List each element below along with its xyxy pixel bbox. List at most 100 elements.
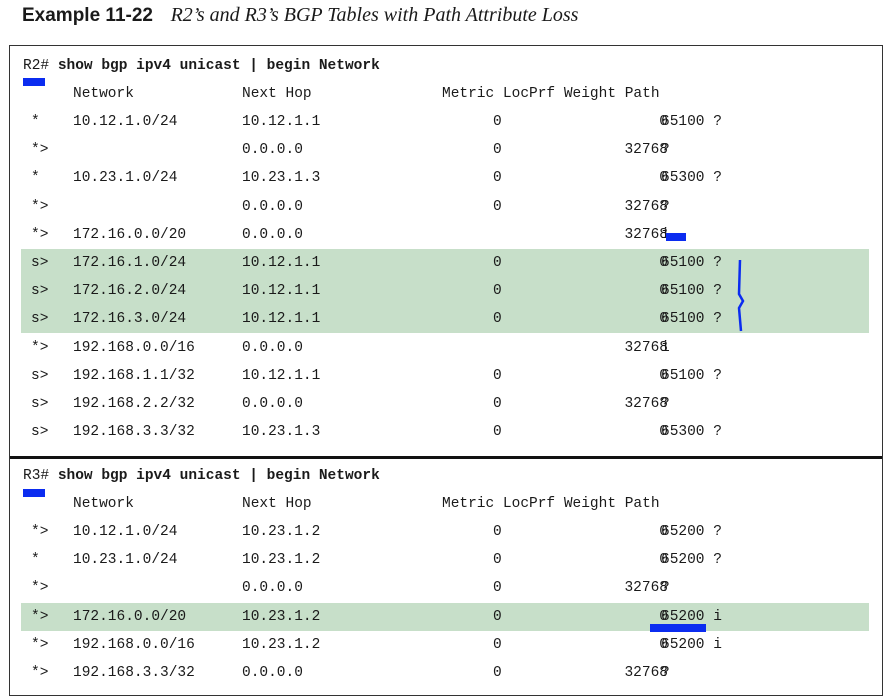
- network-prefix: 192.168.3.3/32: [73, 424, 195, 441]
- next-hop: 10.23.1.2: [242, 608, 321, 625]
- next-hop: 0.0.0.0: [242, 396, 303, 412]
- next-hop: 0.0.0.0: [242, 226, 303, 243]
- metric-value: 0: [493, 524, 502, 540]
- header-metric-cols: Metric LocPrf Weight Path: [442, 496, 660, 512]
- route-status: *: [31, 114, 40, 130]
- weight-value: 0: [659, 255, 668, 271]
- as-path: i: [661, 339, 670, 356]
- r3-prompt-ink-mark: [23, 489, 45, 497]
- weight-value: 0: [659, 114, 668, 130]
- network-prefix: 172.16.0.0/20: [73, 226, 187, 243]
- network-prefix: 192.168.3.3/32: [73, 665, 195, 681]
- as-path: 65100 ?: [661, 283, 722, 300]
- network-prefix: 172.16.0.0/20: [73, 608, 187, 625]
- as-path: 65100 ?: [661, 114, 722, 130]
- r2-command-line: R2# show bgp ipv4 unicast | begin Networ…: [23, 58, 380, 74]
- header-metric-cols: Metric LocPrf Weight Path: [442, 86, 660, 102]
- r3-prompt: R3#: [23, 468, 50, 484]
- table-row: *> 192.168.3.3/32 0.0.0.0 0 32768?: [21, 659, 869, 687]
- weight-value: 0: [659, 283, 668, 300]
- metric-value: 0: [493, 198, 502, 215]
- table-row: *> 172.16.0.0/20 0.0.0.0 32768 i: [21, 221, 869, 249]
- weight-value: 0: [659, 524, 668, 540]
- weight-value: 32768: [624, 226, 668, 243]
- route-status: *>: [31, 198, 49, 215]
- as-path: ?: [661, 396, 670, 412]
- route-status: *>: [31, 524, 49, 540]
- metric-value: 0: [493, 367, 502, 384]
- as-path: ?: [661, 580, 670, 597]
- network-prefix: 10.23.1.0/24: [73, 170, 178, 187]
- next-hop: 0.0.0.0: [242, 198, 303, 215]
- as-path: ?: [661, 665, 670, 681]
- next-hop: 10.23.1.2: [242, 524, 321, 540]
- next-hop: 10.12.1.1: [242, 255, 321, 271]
- route-status: *>: [31, 608, 49, 625]
- metric-value: 0: [493, 580, 502, 597]
- metric-value: 0: [493, 552, 502, 569]
- r3-command: show bgp ipv4 unicast | begin Network: [57, 468, 380, 484]
- table-row: s> 192.168.2.2/32 0.0.0.0 0 32768?: [21, 390, 869, 418]
- weight-value: 32768: [624, 580, 668, 597]
- route-status: *>: [31, 339, 49, 356]
- metric-value: 0: [493, 283, 502, 300]
- next-hop: 0.0.0.0: [242, 665, 303, 681]
- next-hop: 0.0.0.0: [242, 339, 303, 356]
- next-hop: 10.12.1.1: [242, 311, 321, 328]
- table-row: *> 172.16.0.0/20 10.23.1.2 0 0 65200 i: [21, 602, 869, 631]
- metric-value: 0: [493, 665, 502, 681]
- as-path: 65100 ?: [661, 367, 722, 384]
- next-hop: 10.23.1.3: [242, 424, 321, 441]
- route-status: s>: [31, 311, 49, 328]
- metric-value: 0: [493, 255, 502, 271]
- metric-value: 0: [493, 396, 502, 412]
- r2-column-header: Network Next Hop Metric LocPrf Weight Pa…: [21, 80, 869, 108]
- metric-value: 0: [493, 608, 502, 625]
- weight-value: 0: [659, 311, 668, 328]
- table-row: *> 0.0.0.0 0 32768?: [21, 136, 869, 164]
- weight-value: 32768: [624, 198, 668, 215]
- network-prefix: 192.168.2.2/32: [73, 396, 195, 412]
- metric-value: 0: [493, 424, 502, 441]
- route-status: *>: [31, 580, 49, 597]
- header-next-hop: Next Hop: [242, 86, 312, 102]
- as-path: ?: [661, 198, 670, 215]
- table-row: *> 10.12.1.0/24 10.23.1.2 0 0 65200 ?: [21, 518, 869, 546]
- route-status: s>: [31, 424, 49, 441]
- table-row: * 10.23.1.0/24 10.23.1.3 0 0 65300 ?: [21, 164, 869, 192]
- table-row: * 10.23.1.0/24 10.23.1.2 0 0 65200 ?: [21, 546, 869, 574]
- route-status: *: [31, 552, 40, 569]
- network-prefix: 172.16.3.0/24: [73, 311, 187, 328]
- next-hop: 10.12.1.1: [242, 283, 321, 300]
- weight-value: 32768: [624, 396, 668, 412]
- network-prefix: 10.12.1.0/24: [73, 114, 178, 130]
- table-row: *> 0.0.0.0 0 32768?: [21, 574, 869, 602]
- r2-prompt: R2#: [23, 58, 50, 74]
- network-prefix: 192.168.0.0/16: [73, 339, 195, 356]
- r3-command-line: R3# show bgp ipv4 unicast | begin Networ…: [23, 468, 380, 484]
- header-network: Network: [73, 496, 134, 512]
- metric-value: 0: [493, 311, 502, 328]
- network-prefix: 10.12.1.0/24: [73, 524, 178, 540]
- as-path: ?: [661, 142, 670, 159]
- table-row: s> 172.16.3.0/24 10.12.1.1 0 0 65100 ?: [21, 305, 869, 334]
- as-path: 65100 ?: [661, 311, 722, 328]
- next-hop: 10.12.1.1: [242, 367, 321, 384]
- as-path: 65200 i: [661, 636, 722, 653]
- route-status: *>: [31, 226, 49, 243]
- table-row: * 10.12.1.0/24 10.12.1.1 0 0 65100 ?: [21, 108, 869, 136]
- weight-value: 32768: [624, 339, 668, 356]
- as-path: 65100 ?: [661, 255, 722, 271]
- metric-value: 0: [493, 142, 502, 159]
- r3-column-header: Network Next Hop Metric LocPrf Weight Pa…: [21, 490, 869, 518]
- table-row: s> 192.168.3.3/32 10.23.1.3 0 0 65300 ?: [21, 418, 869, 446]
- example-title: Example 11-22 R2’s and R3’s BGP Tables w…: [22, 4, 578, 32]
- route-status: *>: [31, 665, 49, 681]
- r2-prompt-ink-mark: [23, 78, 45, 86]
- table-row: s> 192.168.1.1/32 10.12.1.1 0 0 65100 ?: [21, 362, 869, 390]
- metric-value: 0: [493, 114, 502, 130]
- next-hop: 10.23.1.2: [242, 552, 321, 569]
- r2-command: show bgp ipv4 unicast | begin Network: [57, 58, 380, 74]
- next-hop: 10.23.1.2: [242, 636, 321, 653]
- metric-value: 0: [493, 636, 502, 653]
